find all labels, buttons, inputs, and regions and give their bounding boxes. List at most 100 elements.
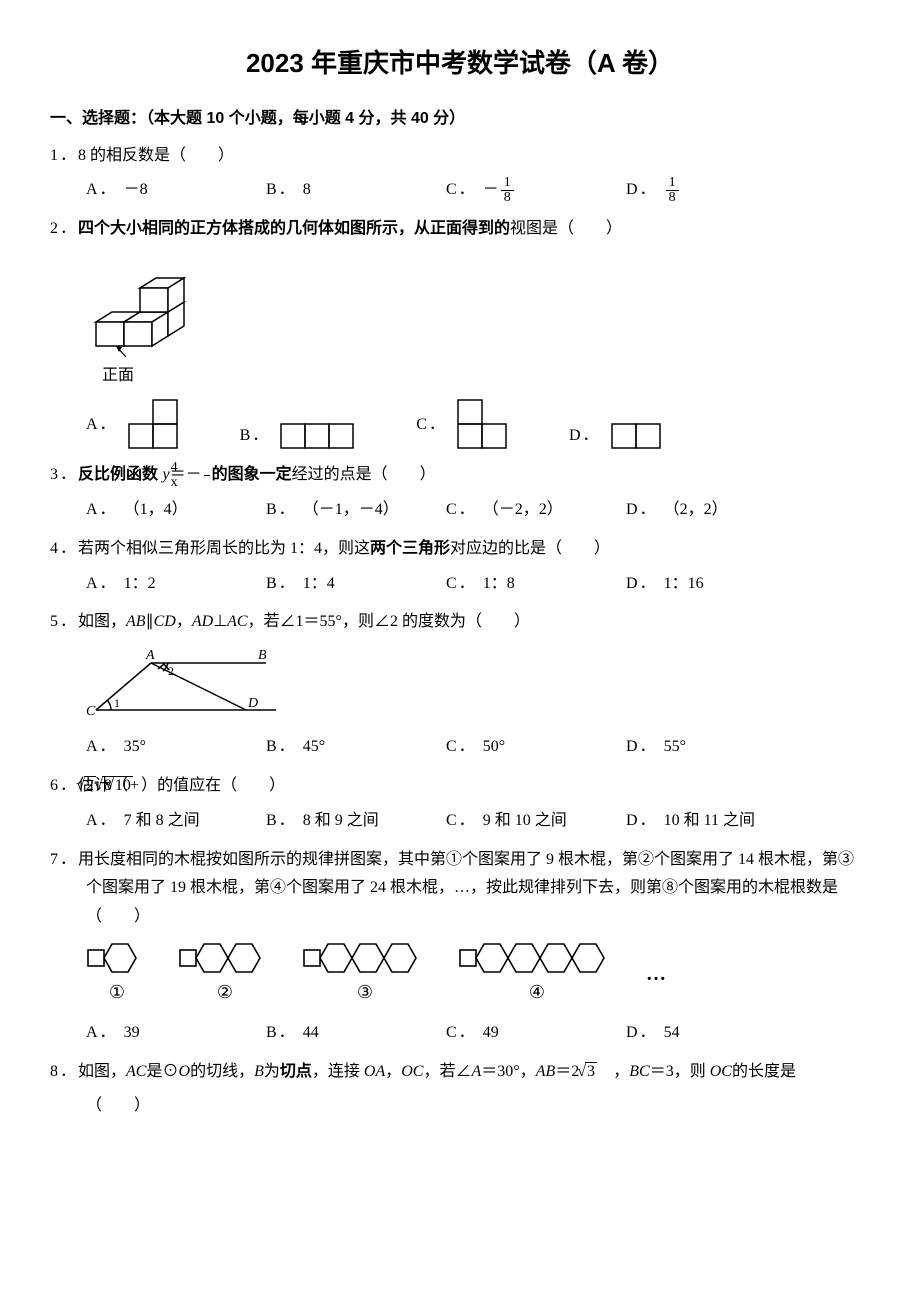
q4-opt-c: C．1：8	[446, 570, 626, 599]
opt-label: A．	[86, 1019, 118, 1048]
t: ＝3，则	[650, 1063, 710, 1080]
question-2: 2．四个大小相同的正方体搭成的几何体如图所示，从正面得到的视图是（ ）	[50, 215, 870, 451]
q2-text3: （ ）	[558, 220, 622, 237]
q6-opt-a: A．7 和 8 之间	[86, 807, 266, 836]
question-7: 7．用长度相同的木棍按如图所示的规律拼图案，其中第①个图案用了 9 根木棍，第②…	[50, 846, 870, 1048]
q2-opt-c: C．	[416, 399, 509, 451]
view-d-icon	[611, 423, 663, 451]
t: 过的点是（ ）	[308, 466, 436, 483]
q6-options: A．7 和 8 之间 B．8 和 9 之间 C．9 和 10 之间 D．10 和…	[50, 807, 870, 836]
frac-den: x	[204, 476, 210, 490]
t: OC	[710, 1063, 732, 1080]
opt-sign: －	[483, 176, 499, 205]
t: 切点	[280, 1063, 312, 1080]
opt-text: 8 和 9 之间	[303, 807, 379, 836]
q4-num: 4．	[50, 540, 78, 557]
t: O	[179, 1063, 191, 1080]
pattern-4-icon	[458, 940, 616, 976]
question-4: 4．若两个相似三角形周长的比为 1：4，则这两个三角形对应边的比是（ ） A．1…	[50, 535, 870, 599]
t: AC	[227, 613, 247, 630]
t: 若两个相似三角形周长的比为 1：4，则这	[78, 540, 370, 557]
angle-2: 2	[168, 664, 174, 678]
q7-opt-d: D．54	[626, 1019, 806, 1048]
q7-opt-c: C．49	[446, 1019, 626, 1048]
opt-text: 35°	[124, 733, 146, 762]
y: y	[162, 466, 169, 483]
q2-text2: 视图是	[510, 220, 558, 237]
fraction: 18	[501, 176, 514, 205]
opt-label: B．	[240, 422, 271, 451]
q5-stem: 5．如图，AB∥CD，AD⊥AC，若∠1＝55°，则∠2 的度数为（ ）	[50, 608, 870, 637]
angle-1: 1	[114, 696, 120, 710]
q3-options: A．（1，4） B．（－1，－4） C．（－2，2） D．（2，2）	[50, 496, 870, 525]
t: 为	[264, 1063, 280, 1080]
opt-text: 54	[664, 1019, 680, 1048]
section-prefix: 一、选择题：	[50, 110, 146, 127]
opt-label: A．	[86, 176, 118, 205]
fraction: 4x	[204, 461, 210, 490]
t: 经	[292, 466, 308, 483]
opt-text: 50°	[483, 733, 505, 762]
opt-label: D．	[626, 807, 658, 836]
q4-stem: 4．若两个相似三角形周长的比为 1：4，则这两个三角形对应边的比是（ ）	[50, 535, 870, 564]
t: ，若∠1＝55°，则∠2 的度数为（ ）	[248, 613, 530, 630]
opt-label: A．	[86, 496, 118, 525]
q7-stem: 7．用长度相同的木棍按如图所示的规律拼图案，其中第①个图案用了 9 根木棍，第②…	[50, 846, 870, 932]
q5-figure: A B C D 1 2	[50, 645, 870, 725]
t: ，	[176, 613, 192, 630]
pattern-1: ①	[86, 940, 148, 1009]
opt-label: D．	[626, 570, 658, 599]
t: 两个三角形	[370, 540, 450, 557]
opt-label: A．	[86, 807, 118, 836]
t: ⊥	[213, 613, 227, 630]
q3-opt-d: D．（2，2）	[626, 496, 806, 525]
opt-label: B．	[266, 1019, 297, 1048]
opt-label: C．	[416, 411, 447, 440]
frac-den: 8	[501, 191, 514, 205]
q5-opt-b: B．45°	[266, 733, 446, 762]
q3-stem: 3．反比例函数 y＝－4x的图象一定经过的点是（ ）	[50, 461, 870, 490]
t: 如图，	[78, 613, 126, 630]
t: B	[254, 1063, 264, 1080]
question-8: 8．如图，AC是⊙O的切线，B为切点，连接 OA，OC，若∠A＝30°，AB＝2…	[50, 1058, 870, 1122]
pattern-4: ④	[458, 940, 616, 1009]
q4-options: A．1：2 B．1：4 C．1：8 D．1：16	[50, 570, 870, 599]
q7-text: 用长度相同的木棍按如图所示的规律拼图案，其中第①个图案用了 9 根木棍，第②个图…	[78, 851, 854, 926]
rad: 3	[585, 1062, 597, 1080]
q4-opt-d: D．1：16	[626, 570, 806, 599]
sqrt: 10	[139, 772, 141, 801]
opt-text: （－2，2）	[483, 496, 563, 525]
q5-opt-c: C．50°	[446, 733, 626, 762]
q1-opt-b: B．8	[266, 176, 446, 205]
q3-num: 3．	[50, 466, 78, 483]
q4-opt-a: A．1：2	[86, 570, 266, 599]
question-6: 6．估计2（8+10）的值应在（ ） A．7 和 8 之间 B．8 和 9 之间…	[50, 772, 870, 836]
t: A	[472, 1063, 482, 1080]
opt-label: D．	[626, 176, 658, 205]
t: 反比例函数	[78, 466, 162, 483]
opt-text: 7 和 8 之间	[124, 807, 200, 836]
question-3: 3．反比例函数 y＝－4x的图象一定经过的点是（ ） A．（1，4） B．（－1…	[50, 461, 870, 525]
t: ）	[141, 777, 157, 794]
q1-num: 1．	[50, 147, 78, 164]
q2-solid-figure: 正面	[50, 252, 870, 391]
opt-label: B．	[266, 733, 297, 762]
q5-opt-a: A．35°	[86, 733, 266, 762]
q8-num: 8．	[50, 1063, 78, 1080]
q5-num: 5．	[50, 613, 78, 630]
opt-label: B．	[266, 807, 297, 836]
q7-opt-a: A．39	[86, 1019, 266, 1048]
q2-opt-a: A．	[86, 399, 180, 451]
opt-label: B．	[266, 496, 297, 525]
t: 的图象一定	[212, 466, 292, 483]
opt-text: 39	[124, 1019, 140, 1048]
q1-options: A．－8 B．8 C．－18 D．18	[50, 176, 870, 205]
q7-options: A．39 B．44 C．49 D．54	[50, 1019, 870, 1048]
label-a: A	[145, 648, 155, 663]
opt-text: （2，2）	[664, 496, 728, 525]
t: 的切线，	[190, 1063, 254, 1080]
view-c-icon	[457, 399, 509, 451]
t: BC	[629, 1063, 649, 1080]
frac-den: 8	[666, 191, 679, 205]
q7-figures: ① ② ③	[50, 940, 870, 1009]
